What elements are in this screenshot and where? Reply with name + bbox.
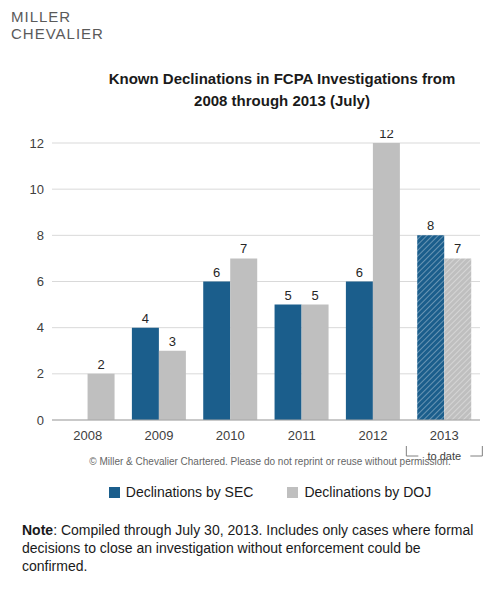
- html-text:Declinations by DOJ: Declinations by DOJ: [304, 484, 432, 500]
- svg-text:5: 5: [284, 288, 291, 303]
- svg-text:7: 7: [240, 241, 247, 256]
- html-text:Note: Compiled through July 30: Note: Compiled through July 30, 2013. In…: [22, 522, 474, 574]
- svg-text:6: 6: [37, 274, 44, 289]
- svg-text:4: 4: [142, 311, 149, 326]
- svg-text:2009: 2009: [145, 428, 174, 443]
- svg-text:6: 6: [356, 265, 363, 280]
- html-text:CHEVALIER: CHEVALIER: [11, 25, 104, 42]
- svg-text:10: 10: [30, 182, 44, 197]
- html-text:MILLER: MILLER: [11, 8, 72, 25]
- svg-text:2010: 2010: [216, 428, 245, 443]
- html-text:Known Declinations in FCPA Inv: Known Declinations in FCPA Investigation…: [108, 70, 456, 109]
- svg-text:2: 2: [37, 366, 44, 381]
- svg-text:8: 8: [427, 218, 434, 233]
- svg-text:12: 12: [30, 136, 44, 151]
- svg-text:3: 3: [169, 334, 176, 349]
- svg-text:2008: 2008: [73, 428, 102, 443]
- svg-text:2012: 2012: [359, 428, 388, 443]
- svg-text:2013: 2013: [430, 428, 459, 443]
- svg-text:6: 6: [213, 265, 220, 280]
- svg-text:2011: 2011: [288, 428, 316, 443]
- svg-text:4: 4: [37, 320, 44, 335]
- svg-text:0: 0: [37, 413, 44, 428]
- svg-text:2: 2: [97, 357, 104, 372]
- svg-text:8: 8: [37, 228, 44, 243]
- svg-text:12: 12: [379, 130, 393, 141]
- html-text:Declinations by SEC: Declinations by SEC: [125, 484, 254, 500]
- svg-text:5: 5: [311, 288, 318, 303]
- svg-text:7: 7: [454, 241, 461, 256]
- html-text:© Miller & Chevalier Chartered: © Miller & Chevalier Chartered. Please d…: [89, 456, 451, 467]
